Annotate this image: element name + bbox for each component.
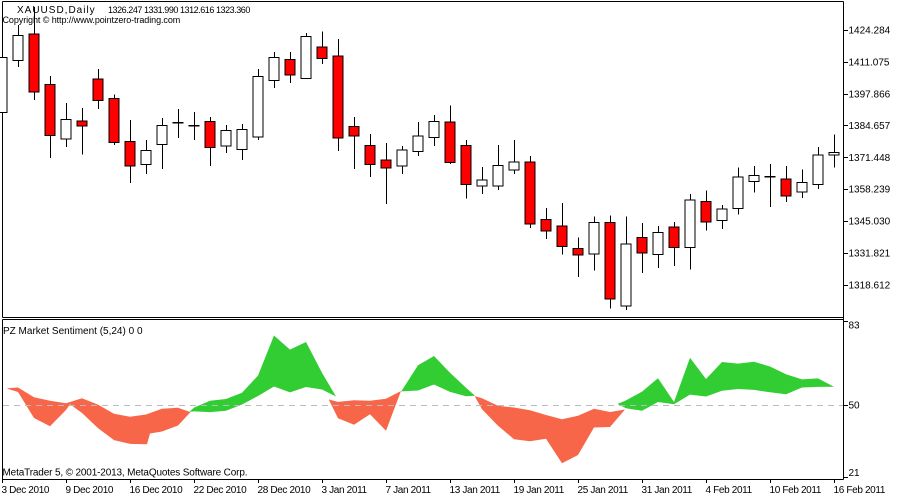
svg-text:1318.612: 1318.612: [849, 281, 891, 292]
svg-text:21: 21: [849, 468, 861, 479]
svg-text:83: 83: [849, 321, 861, 332]
svg-text:1397.866: 1397.866: [849, 90, 891, 101]
svg-text:1371.448: 1371.448: [849, 153, 891, 164]
svg-text:50: 50: [849, 401, 861, 412]
svg-text:XAUUSD,Daily: XAUUSD,Daily: [17, 5, 96, 16]
svg-text:7 Jan 2011: 7 Jan 2011: [386, 485, 432, 496]
svg-text:10 Feb 2011: 10 Feb 2011: [770, 485, 822, 496]
svg-text:1384.657: 1384.657: [849, 121, 891, 132]
svg-text:1411.075: 1411.075: [849, 58, 890, 69]
svg-text:1345.030: 1345.030: [849, 217, 891, 228]
svg-text:Copyright © http://www.pointze: Copyright © http://www.pointzero-trading…: [3, 15, 181, 25]
svg-text:4 Feb 2011: 4 Feb 2011: [706, 485, 753, 496]
svg-text:3 Jan 2011: 3 Jan 2011: [322, 485, 368, 496]
svg-text:16 Feb 2011: 16 Feb 2011: [834, 485, 886, 496]
svg-text:1331.821: 1331.821: [849, 249, 891, 260]
svg-text:MetaTrader 5, © 2001-2013, Met: MetaTrader 5, © 2001-2013, MetaQuotes So…: [3, 468, 248, 479]
svg-text:1326.247 1331.990 1312.616 132: 1326.247 1331.990 1312.616 1323.360: [108, 5, 250, 15]
svg-text:PZ Market Sentiment (5,24) 0 0: PZ Market Sentiment (5,24) 0 0: [3, 326, 143, 337]
svg-text:9 Dec 2010: 9 Dec 2010: [66, 485, 114, 496]
svg-text:28 Dec 2010: 28 Dec 2010: [258, 485, 312, 496]
svg-text:3 Dec 2010: 3 Dec 2010: [2, 485, 50, 496]
svg-text:16 Dec 2010: 16 Dec 2010: [130, 485, 184, 496]
svg-text:25 Jan 2011: 25 Jan 2011: [578, 485, 629, 496]
svg-text:19 Jan 2011: 19 Jan 2011: [514, 485, 565, 496]
svg-text:1424.284: 1424.284: [849, 26, 891, 37]
svg-text:13 Jan 2011: 13 Jan 2011: [450, 485, 501, 496]
svg-text:22 Dec 2010: 22 Dec 2010: [194, 485, 248, 496]
svg-text:31 Jan 2011: 31 Jan 2011: [642, 485, 693, 496]
svg-text:1358.239: 1358.239: [849, 185, 891, 196]
